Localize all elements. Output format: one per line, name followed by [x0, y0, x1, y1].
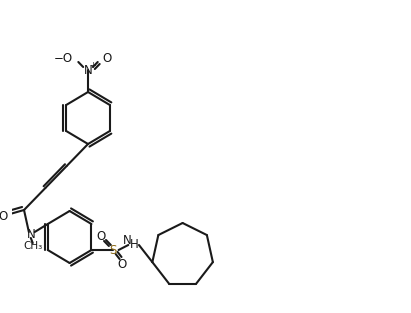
Text: O: O — [0, 211, 7, 223]
Text: N: N — [26, 228, 35, 240]
Text: O: O — [103, 52, 112, 64]
Text: −O: −O — [53, 52, 72, 64]
Text: O: O — [97, 229, 106, 243]
Text: N: N — [123, 233, 132, 247]
Text: CH₃: CH₃ — [23, 241, 42, 251]
Text: S: S — [109, 244, 116, 256]
Text: N: N — [84, 64, 92, 76]
Text: O: O — [118, 258, 127, 270]
Text: +: + — [90, 61, 96, 70]
Text: H: H — [130, 239, 139, 252]
